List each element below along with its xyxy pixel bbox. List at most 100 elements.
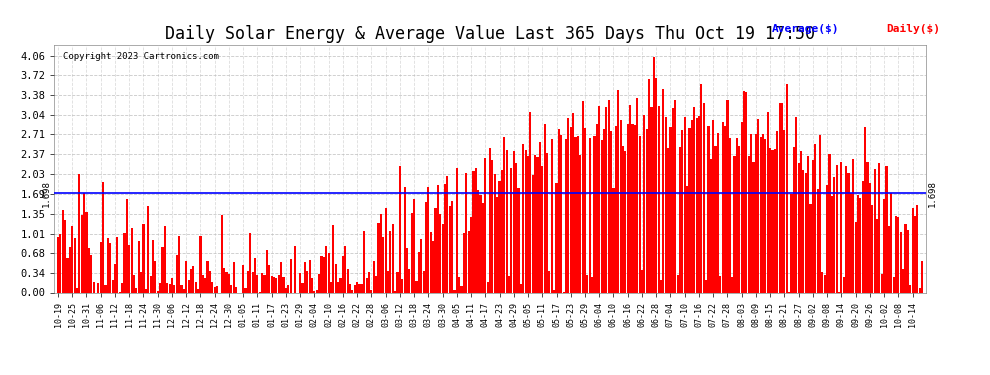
- Bar: [353, 285, 355, 292]
- Bar: [187, 280, 190, 292]
- Bar: [356, 282, 358, 292]
- Bar: [506, 150, 508, 292]
- Bar: [411, 213, 413, 292]
- Bar: [698, 116, 700, 292]
- Bar: [691, 120, 693, 292]
- Bar: [629, 105, 632, 292]
- Bar: [61, 210, 63, 292]
- Bar: [774, 149, 776, 292]
- Bar: [346, 269, 348, 292]
- Bar: [515, 163, 517, 292]
- Bar: [527, 156, 529, 292]
- Bar: [416, 281, 418, 292]
- Bar: [455, 168, 458, 292]
- Bar: [817, 189, 819, 292]
- Bar: [280, 262, 282, 292]
- Bar: [798, 163, 800, 292]
- Bar: [59, 234, 61, 292]
- Bar: [750, 134, 752, 292]
- Bar: [613, 188, 615, 292]
- Bar: [700, 84, 702, 292]
- Bar: [900, 232, 902, 292]
- Bar: [382, 237, 384, 292]
- Bar: [632, 124, 634, 292]
- Bar: [883, 199, 885, 292]
- Bar: [608, 100, 610, 292]
- Bar: [885, 166, 888, 292]
- Bar: [423, 271, 425, 292]
- Bar: [534, 155, 537, 292]
- Bar: [266, 250, 268, 292]
- Bar: [399, 166, 401, 292]
- Bar: [294, 246, 296, 292]
- Bar: [890, 193, 892, 292]
- Bar: [131, 228, 133, 292]
- Bar: [363, 231, 365, 292]
- Bar: [757, 119, 759, 292]
- Bar: [136, 288, 138, 292]
- Bar: [166, 283, 168, 292]
- Bar: [372, 261, 375, 292]
- Bar: [664, 117, 667, 292]
- Bar: [741, 122, 742, 292]
- Bar: [622, 146, 624, 292]
- Bar: [550, 138, 552, 292]
- Bar: [285, 288, 287, 292]
- Bar: [114, 264, 116, 292]
- Bar: [921, 261, 923, 292]
- Bar: [180, 285, 182, 292]
- Bar: [520, 284, 522, 292]
- Bar: [688, 128, 690, 292]
- Bar: [491, 160, 493, 292]
- Bar: [254, 258, 256, 292]
- Bar: [596, 124, 598, 292]
- Bar: [869, 183, 871, 292]
- Bar: [333, 225, 335, 292]
- Bar: [574, 137, 576, 292]
- Bar: [532, 175, 534, 292]
- Bar: [703, 103, 705, 292]
- Bar: [854, 222, 856, 292]
- Bar: [121, 283, 123, 292]
- Bar: [871, 206, 873, 292]
- Title: Daily Solar Energy & Average Value Last 365 Days Thu Oct 19 17:50: Daily Solar Energy & Average Value Last …: [165, 26, 815, 44]
- Bar: [190, 268, 192, 292]
- Bar: [348, 284, 351, 292]
- Bar: [173, 285, 175, 292]
- Bar: [641, 270, 644, 292]
- Bar: [857, 195, 859, 292]
- Bar: [64, 220, 66, 292]
- Bar: [625, 151, 627, 292]
- Bar: [781, 103, 783, 292]
- Bar: [742, 91, 745, 292]
- Bar: [764, 139, 766, 292]
- Bar: [847, 173, 849, 292]
- Bar: [494, 174, 496, 292]
- Bar: [202, 275, 204, 292]
- Bar: [321, 256, 323, 292]
- Bar: [207, 261, 209, 292]
- Bar: [747, 156, 749, 292]
- Bar: [428, 187, 430, 292]
- Bar: [221, 215, 223, 292]
- Bar: [479, 195, 481, 292]
- Bar: [881, 274, 883, 292]
- Bar: [128, 245, 131, 292]
- Bar: [425, 202, 427, 292]
- Bar: [270, 276, 272, 292]
- Bar: [553, 290, 555, 292]
- Bar: [78, 174, 80, 292]
- Bar: [377, 223, 379, 292]
- Bar: [731, 277, 734, 292]
- Text: Copyright 2023 Cartronics.com: Copyright 2023 Cartronics.com: [63, 53, 219, 62]
- Bar: [708, 126, 710, 292]
- Bar: [715, 147, 717, 292]
- Bar: [340, 278, 342, 292]
- Bar: [601, 140, 603, 292]
- Bar: [684, 117, 686, 292]
- Bar: [499, 181, 501, 292]
- Bar: [328, 253, 330, 292]
- Bar: [864, 127, 866, 292]
- Bar: [85, 212, 87, 292]
- Bar: [812, 160, 814, 292]
